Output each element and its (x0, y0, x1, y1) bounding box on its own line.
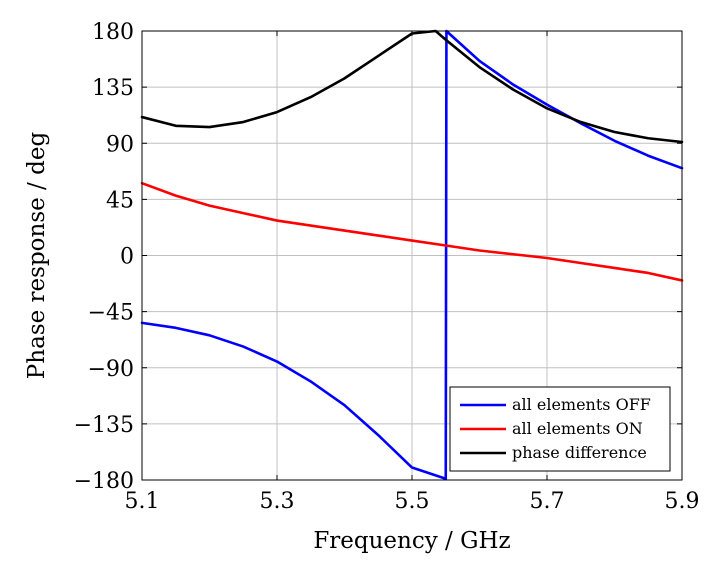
legend-entry-label: all elements OFF (512, 395, 651, 414)
y-tick-label: 135 (92, 76, 134, 101)
x-tick-label: 5.1 (125, 489, 160, 514)
legend-entry-label: phase difference (512, 443, 647, 462)
y-tick-label: 0 (120, 245, 134, 270)
y-tick-label: 90 (106, 132, 134, 157)
y-axis-label: Phase response / deg (24, 132, 50, 380)
y-tick-label: 45 (106, 188, 134, 213)
y-tick-label: −90 (88, 357, 134, 382)
x-tick-labels: 5.1 5.3 5.5 5.7 5.9 (125, 31, 700, 514)
legend-entry-label: all elements ON (512, 419, 643, 438)
legend: all elements OFF all elements ON phase dif… (449, 386, 671, 472)
x-tick-label: 5.7 (530, 489, 565, 514)
y-tick-labels: −180 −135 −90 −45 0 45 90 135 180 (74, 20, 682, 494)
series-line-2 (140, 181, 684, 282)
x-tick-label: 5.5 (395, 489, 430, 514)
x-tick-label: 5.9 (665, 489, 700, 514)
x-tick-label: 5.3 (260, 489, 295, 514)
x-axis-label: Frequency / GHz (313, 528, 510, 554)
series-lines (140, 29, 684, 481)
y-tick-label: −45 (88, 301, 134, 326)
y-tick-label: −135 (74, 413, 134, 438)
series-line-3 (140, 29, 684, 144)
y-tick-label: 180 (92, 20, 134, 45)
y-tick-label: −180 (74, 469, 134, 494)
